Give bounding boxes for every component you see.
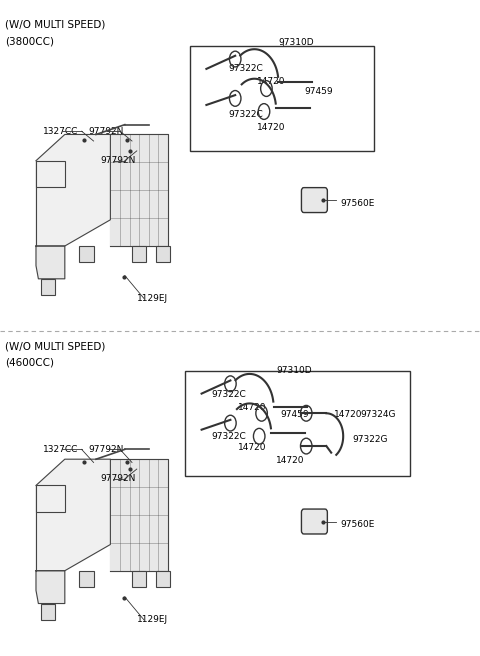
Polygon shape [110, 459, 168, 571]
Text: 97322C: 97322C [228, 110, 263, 119]
Text: 97322G: 97322G [353, 435, 388, 444]
Bar [185, 371, 410, 476]
Polygon shape [110, 134, 168, 246]
Bar [190, 46, 374, 151]
FancyBboxPatch shape [156, 246, 170, 262]
Text: 14720: 14720 [276, 456, 304, 465]
Text: (4600CC): (4600CC) [5, 358, 54, 367]
Text: 14720: 14720 [238, 443, 266, 452]
Text: 14720: 14720 [257, 77, 285, 87]
FancyBboxPatch shape [301, 509, 327, 534]
Text: 97459: 97459 [305, 87, 334, 96]
Text: 97310D: 97310D [278, 38, 314, 47]
Text: (W/O MULTI SPEED): (W/O MULTI SPEED) [5, 20, 105, 30]
Text: 97310D: 97310D [276, 366, 312, 375]
FancyBboxPatch shape [132, 571, 146, 587]
FancyBboxPatch shape [132, 246, 146, 262]
Text: 97322C: 97322C [211, 432, 246, 441]
Text: 97324G: 97324G [360, 410, 396, 419]
Text: 14720: 14720 [238, 403, 266, 412]
Text: 97322C: 97322C [228, 64, 263, 73]
FancyBboxPatch shape [41, 279, 55, 295]
Text: (W/O MULTI SPEED): (W/O MULTI SPEED) [5, 341, 105, 351]
Text: 97560E: 97560E [341, 520, 375, 529]
Text: 97792N: 97792N [89, 127, 124, 136]
FancyBboxPatch shape [79, 571, 94, 587]
FancyBboxPatch shape [156, 571, 170, 587]
Text: 97560E: 97560E [341, 199, 375, 208]
Text: 1129EJ: 1129EJ [137, 294, 168, 303]
Text: 97792N: 97792N [101, 156, 136, 165]
Text: (3800CC): (3800CC) [5, 36, 54, 46]
Polygon shape [36, 571, 65, 604]
Text: 97792N: 97792N [89, 445, 124, 454]
Text: 14720: 14720 [257, 123, 285, 133]
Text: 97792N: 97792N [101, 474, 136, 483]
Text: 97459: 97459 [281, 410, 310, 419]
FancyBboxPatch shape [41, 604, 55, 620]
Text: 1327CC: 1327CC [43, 445, 79, 454]
Text: 1327CC: 1327CC [43, 127, 79, 136]
Text: 14720: 14720 [334, 410, 362, 419]
Polygon shape [36, 459, 110, 571]
Polygon shape [36, 246, 65, 279]
Text: 97322C: 97322C [211, 390, 246, 400]
FancyBboxPatch shape [36, 161, 65, 187]
Text: 1129EJ: 1129EJ [137, 615, 168, 625]
Polygon shape [36, 134, 110, 246]
FancyBboxPatch shape [36, 485, 65, 512]
FancyBboxPatch shape [301, 188, 327, 213]
FancyBboxPatch shape [79, 246, 94, 262]
